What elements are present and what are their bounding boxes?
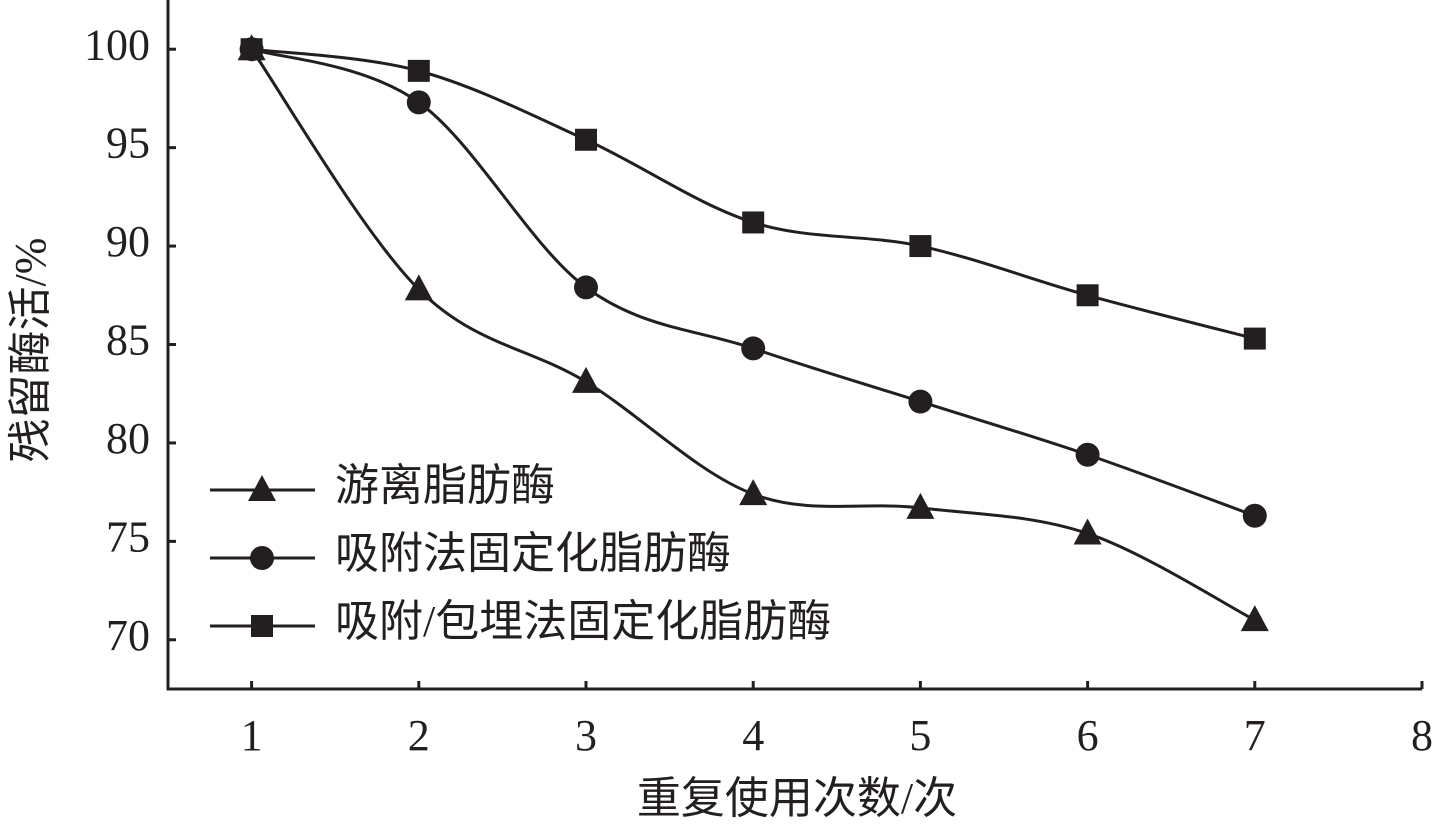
marker	[406, 90, 431, 115]
marker	[240, 38, 263, 61]
marker	[404, 274, 433, 301]
x-tick-label: 6	[1077, 711, 1099, 760]
marker	[739, 479, 768, 506]
marker	[909, 235, 932, 258]
marker	[741, 336, 766, 361]
marker	[574, 275, 598, 300]
legend-label: 吸附/包埋法固定化脂肪酶	[335, 597, 831, 646]
y-tick-label: 100	[84, 20, 150, 69]
marker	[1242, 503, 1267, 528]
y-tick-label: 90	[106, 217, 150, 266]
x-tick-label: 1	[241, 711, 263, 760]
marker	[742, 211, 765, 234]
y-tick-label: 85	[106, 316, 150, 365]
axes	[166, 0, 1422, 691]
x-tick-label: 8	[1411, 711, 1433, 760]
marker	[1073, 518, 1102, 545]
y-tick-label: 95	[106, 119, 150, 168]
x-tick-label: 7	[1244, 711, 1266, 760]
x-tick-label: 4	[742, 711, 764, 760]
marker	[1243, 327, 1266, 350]
x-tick-label: 2	[408, 711, 430, 760]
y-tick-label: 75	[106, 512, 150, 561]
y-tick-label: 80	[106, 414, 150, 463]
x-tick-label: 5	[909, 711, 931, 760]
legend-label: 游离脂肪酶	[335, 461, 555, 510]
marker	[906, 492, 935, 519]
marker	[1075, 442, 1100, 467]
x-axis-label: 重复使用次数/次	[637, 774, 957, 823]
legend-label: 吸附法固定化脂肪酶	[335, 529, 731, 578]
legend-marker	[250, 546, 274, 570]
y-tick-label: 70	[106, 611, 150, 660]
x-tick-label: 3	[575, 711, 597, 760]
marker	[572, 366, 600, 393]
marker	[407, 59, 430, 82]
marker	[575, 128, 597, 151]
marker	[908, 389, 933, 414]
marker	[1076, 284, 1099, 307]
legend-marker	[248, 475, 276, 501]
marker	[1240, 605, 1269, 632]
series-line	[251, 47, 1256, 518]
legend-marker	[251, 615, 273, 637]
y-axis-label: 残留酶活/%	[6, 238, 55, 463]
